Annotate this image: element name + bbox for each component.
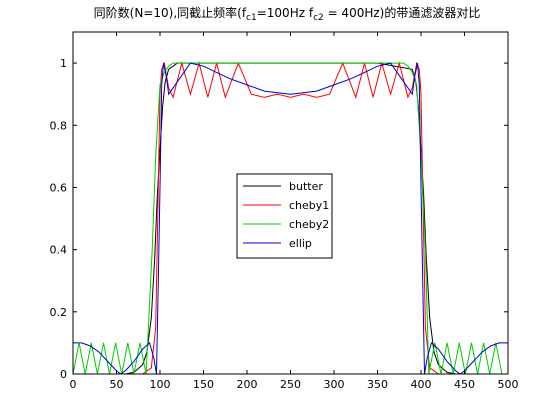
legend-label-butter: butter (289, 180, 323, 193)
legend-box (236, 173, 333, 259)
title-mid: =100Hz f (257, 6, 314, 20)
legend-label-cheby2: cheby2 (289, 218, 329, 231)
y-tick-label: 0 (60, 368, 67, 381)
chart-title: 同阶数(N=10),同截止频率(fc1=100Hz fc2 = 400Hz)的带… (94, 5, 481, 23)
x-tick-label: 300 (324, 378, 345, 391)
title-sub1: c1 (246, 13, 257, 23)
title-prefix: 同阶数(N=10),同截止频率(f (94, 5, 247, 20)
plot-area: 0 50 100 150 200 250 300 350 400 450 500 0 0.2 0.4 0.6… (50, 31, 519, 391)
x-tick-label: 450 (454, 378, 475, 391)
x-tick-label: 400 (411, 378, 432, 391)
y-tick-label: 1 (60, 57, 67, 70)
x-tick-label: 100 (150, 378, 171, 391)
x-tick-label: 350 (367, 378, 388, 391)
x-tick-label: 500 (498, 378, 519, 391)
y-tick-label: 0.4 (50, 244, 68, 257)
x-tick-label: 150 (193, 378, 214, 391)
title-sub2: c2 (313, 13, 324, 23)
title-suffix: = 400Hz)的带通滤波器对比 (324, 5, 481, 20)
series-layer (73, 61, 508, 374)
y-tick-label: 0.8 (50, 119, 68, 132)
x-tick-label: 50 (110, 378, 124, 391)
series-line-cheby2 (73, 62, 508, 374)
series-line-ellip (73, 62, 508, 374)
x-tick-label: 250 (280, 378, 301, 391)
legend-label-ellip: ellip (289, 237, 312, 250)
x-tick-label: 0 (70, 378, 77, 391)
y-tick-label: 0.6 (50, 181, 68, 194)
axes: 0 50 100 150 200 250 300 350 400 450 500 0 0.2 0.4 0.6… (50, 31, 519, 391)
legend: butter cheby1 cheby2 ellip (236, 173, 333, 259)
y-tick-label: 0.2 (50, 306, 68, 319)
x-tick-label: 200 (237, 378, 258, 391)
legend-label-cheby1: cheby1 (289, 199, 329, 212)
